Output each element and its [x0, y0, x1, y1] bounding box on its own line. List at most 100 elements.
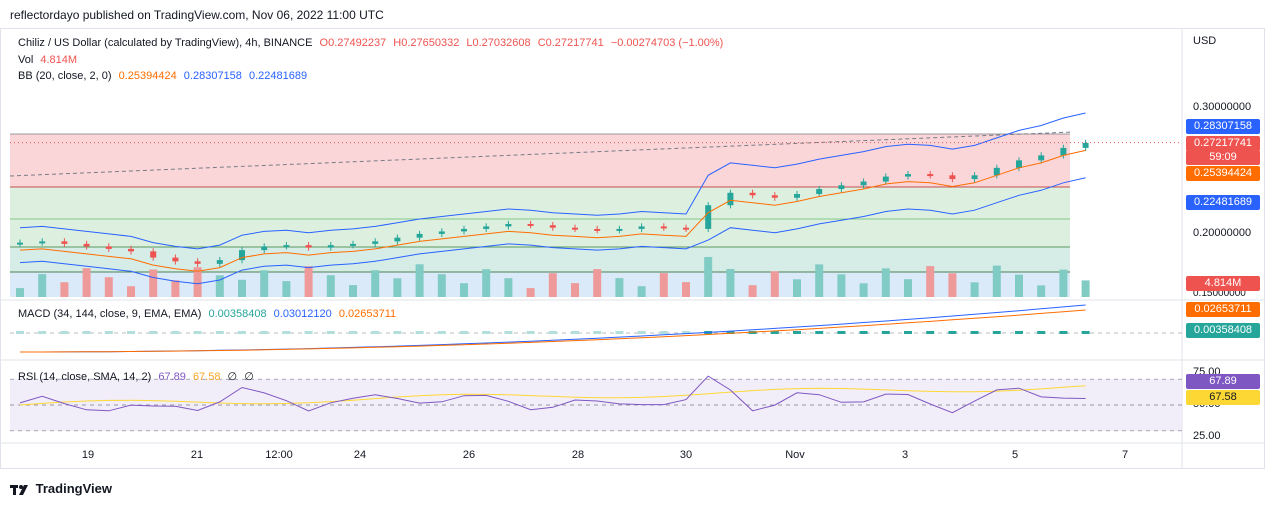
macd-histogram-bar — [504, 331, 513, 334]
volume-bar — [726, 269, 735, 297]
candle-body — [683, 227, 689, 230]
macd-histogram-bar — [393, 331, 402, 334]
macd-histogram-bar — [460, 331, 468, 334]
last-price-tag: 0.27217741 — [1186, 136, 1260, 151]
time-tick: 30 — [679, 449, 693, 461]
rsi-tag: 67.89 — [1186, 374, 1260, 389]
candle-body — [172, 257, 179, 262]
candle-body — [594, 228, 601, 231]
volume-bar — [149, 269, 158, 297]
rsi-legend[interactable]: RSI (14, close, SMA, 14, 2) 67.89 67.58 … — [18, 370, 258, 383]
candle-body — [927, 174, 934, 177]
candle-body — [1060, 147, 1067, 156]
rsi-sma-tag: 67.58 — [1186, 390, 1260, 405]
candle-body — [1082, 142, 1089, 148]
macd-histogram-bar — [1015, 331, 1023, 334]
macd-histogram-bar — [437, 331, 446, 334]
candle-body — [527, 223, 534, 226]
macd-histogram-bar — [548, 331, 557, 334]
volume-bar — [393, 278, 402, 297]
time-tick: 26 — [462, 449, 476, 461]
price-tick-030: 0.30000000 — [1193, 101, 1252, 113]
chart-frame — [0, 28, 1265, 469]
volume-bar — [682, 282, 690, 297]
macd-histogram-bar — [304, 331, 313, 334]
macd-histogram-bar — [948, 331, 957, 334]
volume-bar — [127, 286, 135, 297]
macd-histogram-bar — [881, 331, 890, 334]
volume-bar — [437, 274, 446, 297]
volume-bar — [637, 286, 646, 297]
macd-legend[interactable]: MACD (34, 144, close, 9, EMA, EMA) 0.003… — [18, 308, 400, 320]
candle-body — [461, 228, 467, 232]
macd-histogram-bar — [415, 331, 424, 334]
volume-bar — [1081, 280, 1090, 297]
volume-bar — [215, 275, 224, 297]
open-value: O0.27492237 — [319, 37, 387, 49]
volume-bar — [16, 288, 24, 297]
macd-histogram-bar — [970, 331, 979, 334]
bb-upper-line — [19, 112, 1086, 250]
time-tick: 21 — [190, 449, 204, 461]
macd-histogram-bar — [82, 331, 91, 334]
volume-value: 4.814M — [40, 54, 78, 66]
candle-body — [882, 176, 889, 182]
volume-bar — [815, 264, 824, 297]
rsi-extra2: ∅ — [244, 371, 254, 383]
macd-signal-line — [20, 309, 1086, 353]
time-tick: 24 — [353, 449, 367, 461]
bb-upper-value: 0.28307158 — [183, 70, 242, 82]
volume-bar — [659, 273, 668, 297]
volume-bar — [1059, 269, 1068, 297]
candle-body — [283, 245, 290, 248]
currency-label[interactable]: USD — [1193, 35, 1217, 47]
bb-label: BB (20, close, 2, 0) — [18, 70, 112, 82]
macd-histogram-bar — [593, 331, 602, 334]
candle-body — [905, 174, 911, 177]
rsi-sma-line — [19, 385, 1086, 406]
volume-bar — [82, 268, 91, 297]
candle-body — [17, 242, 23, 245]
macd-line-value: 0.03012120 — [273, 308, 332, 320]
trend-line — [9, 131, 1073, 177]
macd-histogram-bar — [1059, 331, 1068, 334]
candle-body — [61, 241, 68, 244]
bb-basis-value: 0.25394424 — [118, 70, 177, 82]
rsi-label: RSI (14, close, SMA, 14, 2) — [18, 371, 152, 383]
volume-bar — [881, 268, 890, 297]
candle-body — [749, 192, 756, 196]
time-tick: 5 — [1011, 449, 1019, 461]
bb-legend[interactable]: BB (20, close, 2, 0) 0.25394424 0.283071… — [18, 70, 311, 82]
volume-bar — [482, 269, 491, 297]
volume-bar — [238, 279, 246, 297]
bb-lower-tag: 0.22481689 — [1186, 195, 1260, 210]
volume-legend[interactable]: Vol 4.814M — [18, 54, 81, 66]
bb-basis-tag: 0.25394424 — [1186, 166, 1260, 181]
volume-bar — [171, 280, 180, 297]
bb-upper-tag: 0.28307158 — [1186, 119, 1260, 134]
footer-brand: TradingView — [35, 481, 112, 496]
volume-bar — [793, 279, 801, 297]
symbol-title[interactable]: Chiliz / US Dollar (calculated by Tradin… — [18, 37, 313, 49]
macd-histogram-bar — [60, 331, 69, 334]
volume-bar — [193, 267, 202, 297]
short-zone — [10, 134, 1070, 187]
candle-body — [350, 243, 356, 246]
candle-body — [771, 195, 778, 198]
macd-histogram-bar — [637, 331, 646, 334]
macd-histogram-bar — [326, 331, 335, 334]
volume-bar — [548, 273, 557, 297]
candle-body — [660, 226, 667, 229]
tradingview-footer[interactable]: TradingView — [10, 481, 112, 496]
macd-histogram-bar — [837, 331, 846, 334]
candle-body — [372, 241, 379, 244]
macd-histogram-bar — [104, 331, 113, 334]
candle-body — [261, 246, 268, 251]
candle-body — [616, 228, 623, 231]
macd-histogram-bar — [526, 331, 535, 334]
change-value: −0.00274703 (−1.00%) — [610, 37, 724, 49]
candle-body — [83, 243, 90, 247]
bb-lower-line — [19, 177, 1086, 285]
macd-histogram-bar — [770, 331, 779, 334]
